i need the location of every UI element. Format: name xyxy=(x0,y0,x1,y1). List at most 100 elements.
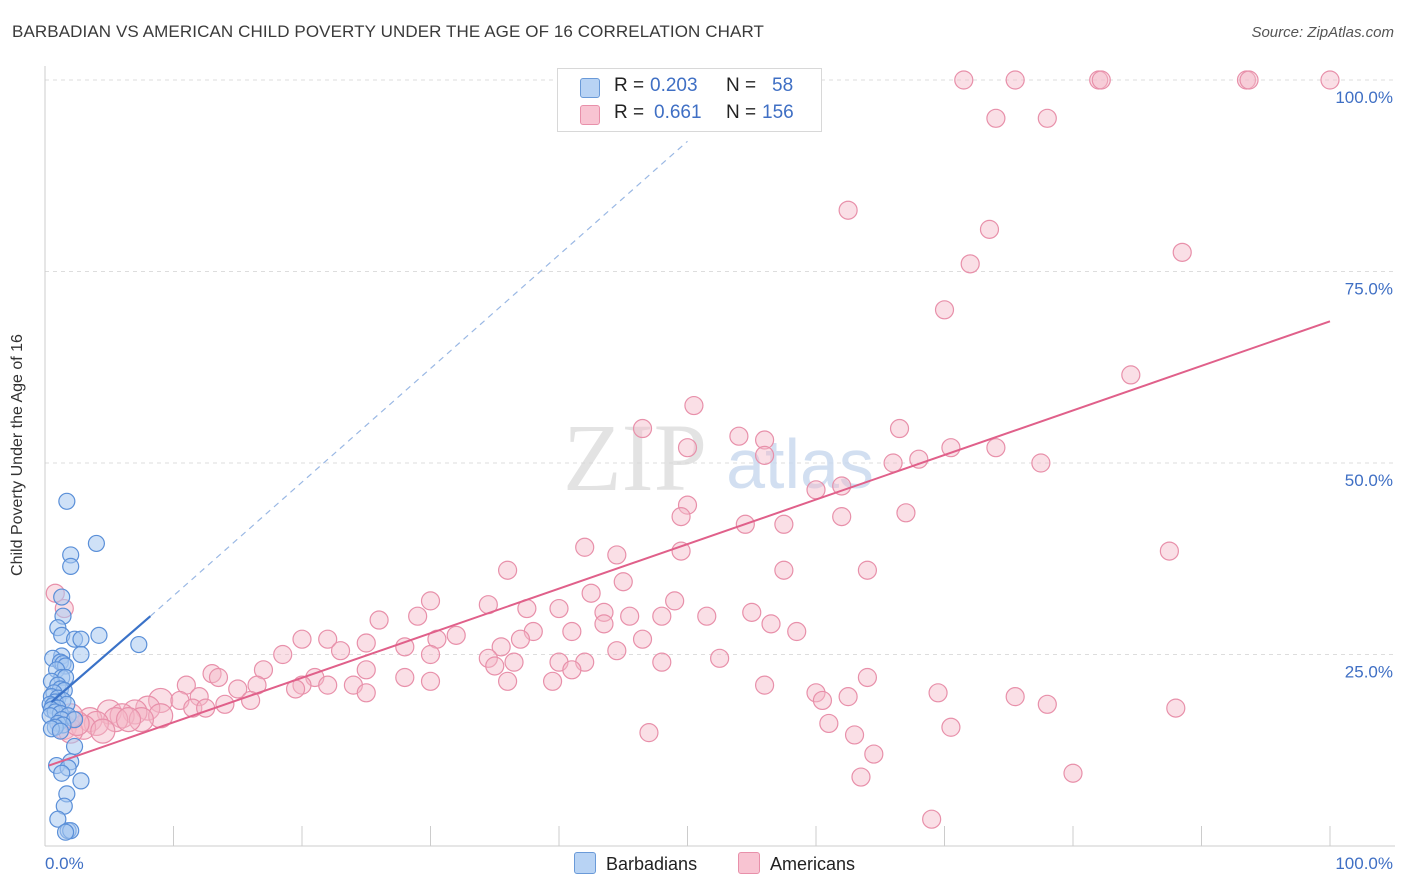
data-point-americans xyxy=(369,610,389,630)
data-point-americans xyxy=(491,637,511,657)
data-point-americans xyxy=(1063,763,1083,783)
data-point-americans xyxy=(1005,687,1025,707)
data-point-americans xyxy=(754,445,775,465)
y-axis-label: Child Poverty Under the Age of 16 xyxy=(9,334,26,576)
data-point-americans xyxy=(851,767,871,787)
data-point-americans xyxy=(109,703,135,729)
data-point-americans xyxy=(318,629,338,649)
data-point-americans xyxy=(774,560,794,580)
data-point-americans xyxy=(620,606,640,626)
data-point-americans xyxy=(774,514,794,534)
data-point-americans xyxy=(742,602,762,622)
data-point-americans xyxy=(652,652,672,672)
data-point-americans xyxy=(684,395,704,416)
data-point-americans xyxy=(697,606,717,626)
data-point-americans xyxy=(273,644,293,665)
data-point-americans xyxy=(896,503,916,523)
data-point-americans xyxy=(356,660,376,680)
data-point-americans xyxy=(754,430,775,450)
data-point-americans xyxy=(478,648,498,668)
data-point-americans xyxy=(832,476,852,496)
data-point-americans xyxy=(1239,70,1259,90)
data-point-americans xyxy=(292,629,312,649)
data-point-americans xyxy=(632,418,653,439)
data-point-americans xyxy=(883,453,903,473)
data-point-americans xyxy=(594,602,614,622)
data-point-americans xyxy=(928,683,948,703)
data-point-americans xyxy=(90,718,116,744)
data-point-americans xyxy=(652,606,672,626)
legend-r-label: R = xyxy=(614,102,645,123)
data-point-americans xyxy=(806,480,826,500)
data-point-americans xyxy=(671,541,691,561)
bottom-legend-barbadians: Barbadians xyxy=(574,852,697,876)
data-point-americans xyxy=(1031,453,1051,473)
data-point-barbadians xyxy=(56,823,75,841)
data-point-barbadians xyxy=(53,764,71,782)
data-point-americans xyxy=(446,625,466,645)
data-point-americans xyxy=(549,598,569,619)
data-point-americans xyxy=(986,438,1006,458)
data-point-americans xyxy=(562,621,582,642)
stats-legend: R = 0.203 N = 58 R = 0.661 N = 156 xyxy=(557,68,822,132)
bottom-legend-label: Americans xyxy=(770,854,856,874)
data-point-americans xyxy=(594,614,614,634)
data-point-americans xyxy=(408,606,428,626)
trendline-barbadians-extension xyxy=(149,140,688,617)
data-point-americans xyxy=(420,644,441,665)
data-point-americans xyxy=(420,671,441,691)
data-point-americans xyxy=(632,629,653,649)
data-point-americans xyxy=(607,545,627,565)
legend-row-barbadians: R = 0.203 N = 58 xyxy=(558,75,821,101)
data-point-americans xyxy=(864,744,884,764)
data-point-americans xyxy=(729,426,749,446)
blue-swatch-icon xyxy=(580,78,600,98)
data-point-barbadians xyxy=(62,557,80,576)
data-point-americans xyxy=(318,675,338,695)
data-point-americans xyxy=(148,687,174,714)
data-point-barbadians xyxy=(90,626,108,644)
data-point-americans xyxy=(639,723,659,743)
bottom-legend-label: Barbadians xyxy=(606,854,698,874)
data-point-americans xyxy=(420,591,441,611)
data-point-barbadians xyxy=(49,810,67,828)
trendline-barbadians xyxy=(50,615,152,703)
data-point-americans xyxy=(562,660,582,680)
legend-n-label: N = xyxy=(726,75,757,96)
data-point-americans xyxy=(787,621,807,642)
data-point-americans xyxy=(1159,541,1179,561)
data-point-americans xyxy=(115,707,142,733)
data-point-americans xyxy=(857,667,878,688)
legend-n-value: 156 xyxy=(762,102,794,123)
data-point-americans xyxy=(607,641,627,661)
data-point-americans xyxy=(1037,108,1057,128)
data-point-americans xyxy=(356,683,376,703)
trendline-americans xyxy=(48,320,1331,767)
data-point-americans xyxy=(844,725,865,745)
data-point-americans xyxy=(510,629,531,649)
data-point-americans xyxy=(832,507,852,527)
x-tick-label: 0.0% xyxy=(45,854,84,873)
data-point-americans xyxy=(954,70,974,90)
data-point-americans xyxy=(806,683,826,703)
data-point-americans xyxy=(934,300,955,320)
data-point-americans xyxy=(754,675,775,695)
data-point-americans xyxy=(581,583,601,603)
data-point-americans xyxy=(613,572,633,592)
x-tick-label: 100.0% xyxy=(1335,854,1393,873)
blue-swatch-icon xyxy=(574,852,596,874)
data-point-barbadians xyxy=(72,772,90,790)
data-point-americans xyxy=(1037,694,1057,714)
data-point-barbadians xyxy=(51,722,70,740)
legend-n-value: 58 xyxy=(772,75,794,96)
data-point-americans xyxy=(979,219,1000,239)
data-point-americans xyxy=(1005,70,1025,90)
data-point-americans xyxy=(330,641,351,661)
legend-r-value: 0.661 xyxy=(654,102,702,123)
data-point-barbadians xyxy=(65,737,84,756)
data-point-americans xyxy=(1320,70,1340,90)
data-point-americans xyxy=(228,679,248,699)
legend-n-label: N = xyxy=(726,102,757,123)
data-point-americans xyxy=(710,648,730,668)
